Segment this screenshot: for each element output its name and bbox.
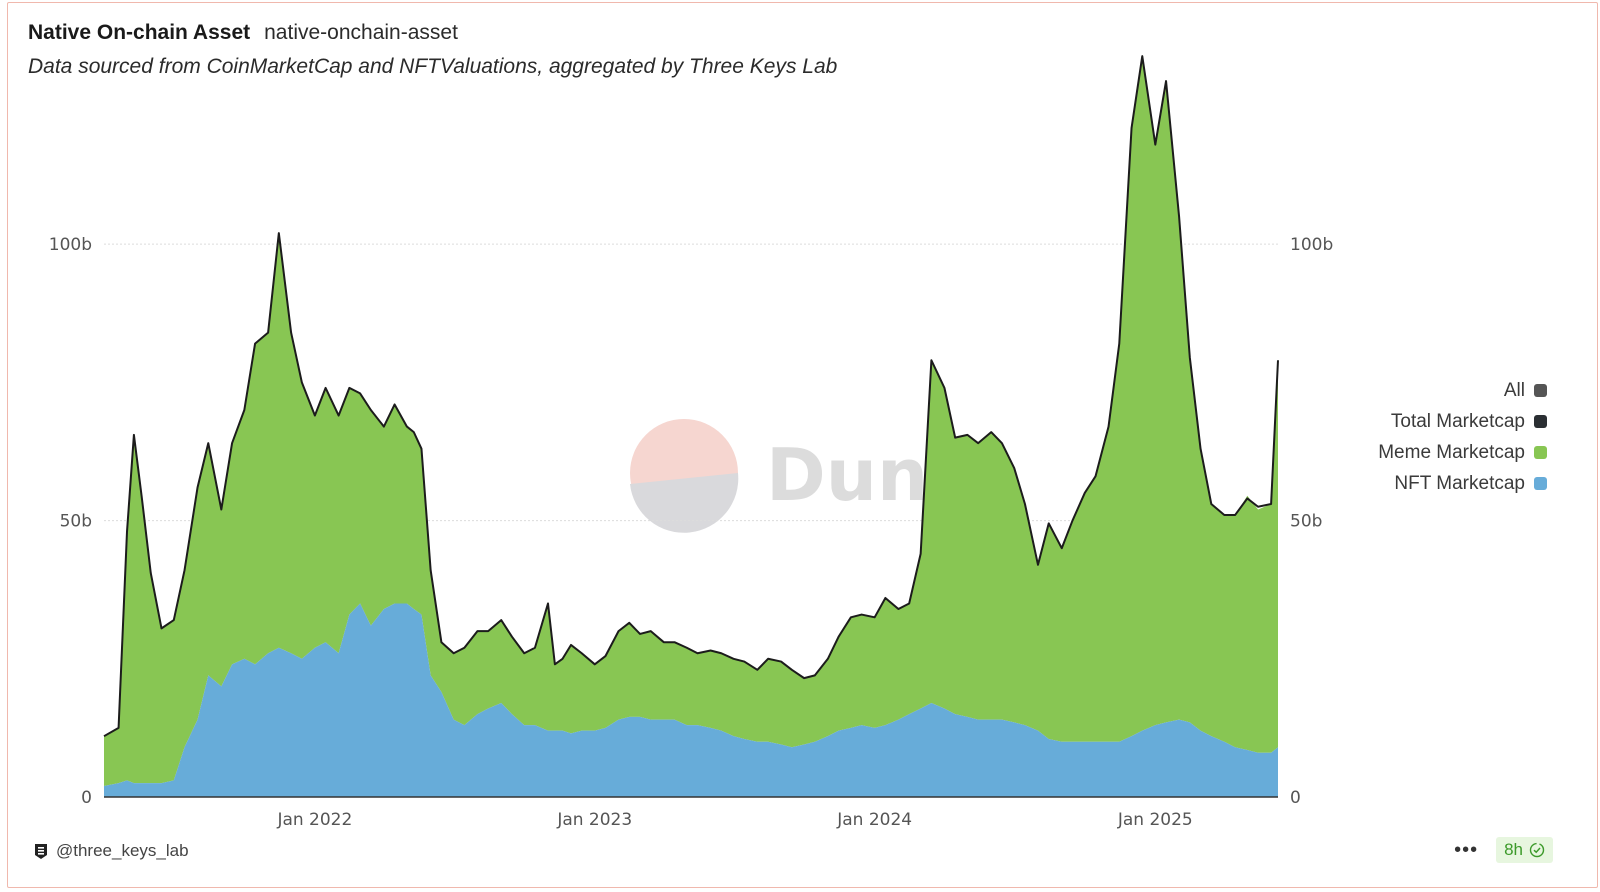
chart-axes: 0 0 50b 50b 100b 100b Jan 2022 Jan 2023 Jan 2024… bbox=[49, 235, 1334, 830]
legend-label: NFT Marketcap bbox=[1394, 472, 1525, 494]
x-tick-3: Jan 2025 bbox=[1117, 810, 1193, 830]
legend-swatch bbox=[1534, 384, 1547, 397]
more-dots-icon[interactable]: ••• bbox=[1454, 839, 1479, 861]
legend-label: Total Marketcap bbox=[1390, 410, 1525, 432]
chart-series-areas bbox=[103, 55, 1279, 798]
y-tick-right-0: 0 bbox=[1290, 788, 1301, 808]
author-name: @three_keys_lab bbox=[56, 841, 189, 860]
y-tick-left-2: 100b bbox=[49, 235, 92, 255]
chart-legend: All Total Marketcap Meme Marketcap NFT Mark… bbox=[1378, 375, 1547, 499]
y-tick-right-1: 50b bbox=[1290, 512, 1322, 532]
legend-item-meme-marketcap[interactable]: Meme Marketcap bbox=[1378, 437, 1547, 468]
dune-logo-icon bbox=[630, 419, 739, 533]
three-keys-lab-logo-icon bbox=[35, 843, 47, 859]
refresh-age: 8h bbox=[1504, 840, 1523, 859]
legend-item-total-marketcap[interactable]: Total Marketcap bbox=[1378, 406, 1547, 437]
legend-label: Meme Marketcap bbox=[1378, 441, 1525, 463]
author-link[interactable]: @three_keys_lab bbox=[34, 841, 189, 861]
legend-swatch bbox=[1534, 415, 1547, 428]
x-tick-1: Jan 2023 bbox=[556, 810, 632, 830]
x-tick-2: Jan 2024 bbox=[836, 810, 912, 830]
x-tick-0: Jan 2022 bbox=[276, 810, 352, 830]
legend-item-nft-marketcap[interactable]: NFT Marketcap bbox=[1378, 468, 1547, 499]
y-tick-left-0: 0 bbox=[81, 788, 92, 808]
footer-actions: ••• 8h bbox=[1454, 837, 1553, 863]
chart-subtitle: Data sourced from CoinMarketCap and NFTV… bbox=[28, 55, 838, 78]
chart-card: Dune 0 0 50b 50b 100b 100b Jan 2022 Jan 2023 Jan… bbox=[7, 2, 1598, 888]
legend-swatch bbox=[1534, 446, 1547, 459]
query-slug[interactable]: native-onchain-asset bbox=[264, 21, 458, 44]
check-circle-icon bbox=[1529, 842, 1545, 858]
legend-swatch bbox=[1534, 477, 1547, 490]
legend-label: All bbox=[1503, 379, 1525, 401]
chart-header: Native On-chain Asset native-onchain-asse… bbox=[28, 19, 837, 81]
refresh-badge[interactable]: 8h bbox=[1496, 837, 1553, 863]
y-tick-right-2: 100b bbox=[1290, 235, 1333, 255]
chart-title: Native On-chain Asset bbox=[28, 21, 251, 44]
series-nft-marketcap[interactable] bbox=[104, 603, 1278, 798]
y-tick-left-1: 50b bbox=[60, 512, 92, 532]
legend-item-all[interactable]: All bbox=[1378, 375, 1547, 406]
series-total-marketcap[interactable] bbox=[103, 55, 1279, 738]
